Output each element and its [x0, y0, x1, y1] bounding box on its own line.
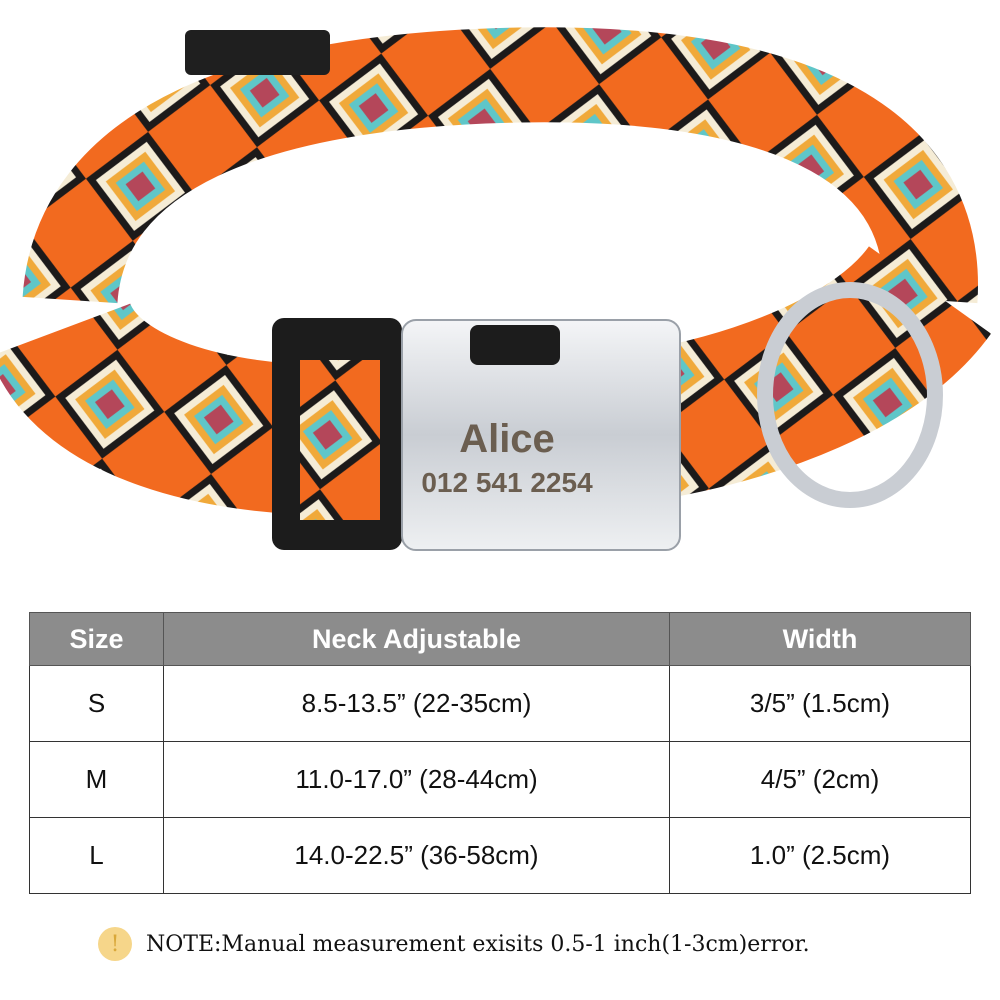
size-cell: M	[29, 741, 164, 818]
measurement-note: ! NOTE:Manual measurement exisits 0.5-1 …	[98, 927, 810, 961]
table-row: L 14.0-22.5” (36-58cm) 1.0” (2.5cm)	[29, 817, 971, 894]
table-row: M 11.0-17.0” (28-44cm) 4/5” (2cm)	[29, 741, 971, 818]
size-table: Size Neck Adjustable Width S 8.5-13.5” (…	[29, 612, 971, 894]
back-slider	[185, 30, 330, 75]
note-text: NOTE:Manual measurement exisits 0.5-1 in…	[146, 931, 810, 957]
header-size: Size	[29, 612, 164, 666]
neck-cell: 8.5-13.5” (22-35cm)	[163, 665, 670, 742]
exclamation-icon: !	[98, 927, 132, 961]
size-cell: L	[29, 817, 164, 894]
width-cell: 3/5” (1.5cm)	[669, 665, 971, 742]
collar-illustration: Alice 012 541 2254	[0, 27, 991, 551]
header-width: Width	[669, 612, 971, 666]
width-cell: 1.0” (2.5cm)	[669, 817, 971, 894]
size-cell: S	[29, 665, 164, 742]
tag-phone: 012 541 2254	[421, 467, 593, 498]
table-header-row: Size Neck Adjustable Width	[29, 612, 971, 666]
table-row: S 8.5-13.5” (22-35cm) 3/5” (1.5cm)	[29, 665, 971, 742]
collar-band-back	[22, 27, 978, 305]
d-ring	[757, 282, 943, 508]
buckle-metal	[401, 319, 681, 551]
neck-cell: 11.0-17.0” (28-44cm)	[163, 741, 670, 818]
neck-cell: 14.0-22.5” (36-58cm)	[163, 817, 670, 894]
width-cell: 4/5” (2cm)	[669, 741, 971, 818]
tag-name: Alice	[459, 417, 555, 461]
header-neck: Neck Adjustable	[163, 612, 670, 666]
